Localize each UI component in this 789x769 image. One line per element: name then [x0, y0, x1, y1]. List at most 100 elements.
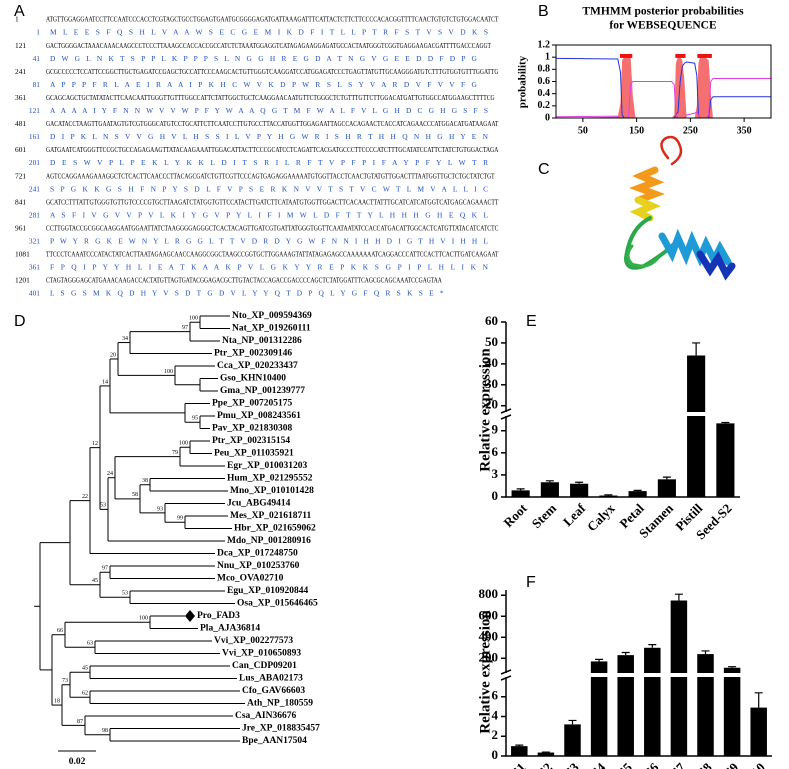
y-tick-label: 3: [492, 466, 499, 481]
bootstrap: 18: [54, 698, 60, 704]
nt-position: 601: [15, 145, 26, 154]
nt-sequence: GCAGCAGCTGCTATATACTTCAACAATTGGGTTGTTTGGC…: [46, 93, 495, 102]
plot-frame: [555, 44, 772, 119]
aa-position: 1: [36, 28, 40, 37]
bootstrap: 14: [102, 379, 108, 385]
x-tick-label: S1: [508, 760, 528, 769]
x-tick-label: Stamen: [636, 500, 677, 541]
bootstrap: 53: [122, 591, 128, 597]
x-tick-label: S2: [535, 760, 555, 769]
x-tick-label: Root: [500, 500, 530, 530]
error-bar: [516, 488, 525, 491]
leaf-label: Ppe_XP_007205175: [212, 399, 292, 409]
aa-sequence: A A A A I Y F N N W V V W P F Y W A A Q …: [50, 106, 488, 115]
error-bar: [633, 489, 642, 492]
bar: [657, 479, 676, 497]
leaf-label: Nta_NP_001312286: [222, 336, 302, 346]
error-bar: [662, 476, 671, 480]
bar: [570, 483, 589, 497]
leaf-label: Hbr_XP_021659062: [234, 524, 316, 534]
aa-position: 321: [29, 237, 40, 246]
leaf-label: Nnu_XP_010253760: [217, 561, 300, 571]
error-bar: [728, 666, 737, 668]
leaf-label: Jcu_ABG49414: [227, 499, 291, 509]
nt-position: 241: [15, 67, 26, 76]
leaf-label: Pav_XP_021830308: [212, 424, 292, 434]
error-bar: [648, 644, 657, 648]
aa-sequence: D W G L N K T S P P L K P P P S L N G G …: [50, 54, 478, 63]
nt-sequence: GATGAATCATGGGTTCCGCTGCCAGAGAAGTTATACAAGA…: [46, 145, 499, 154]
helix-marker: [619, 53, 633, 58]
y-tick-label: 20: [485, 397, 498, 412]
leaf-label: Gma_NP_001239777: [220, 386, 305, 396]
bar: [716, 423, 735, 497]
nt-position: 1081: [15, 250, 30, 259]
bar: [564, 724, 581, 756]
bootstrap: 97: [182, 325, 188, 331]
y-tick-label: 0.6: [538, 76, 551, 87]
bootstrap: 98: [102, 728, 108, 734]
x-tick-label: 350: [737, 125, 752, 136]
error-bar: [701, 650, 710, 655]
bar: [644, 647, 661, 756]
nt-sequence: GACATACCTAAGTTGAATAGTGTCGTGGGCATGTCCTGCA…: [46, 119, 499, 128]
bootstrap: 12: [92, 441, 98, 447]
aa-position: 241: [29, 184, 40, 193]
helix: [629, 196, 661, 222]
error-bar: [674, 593, 683, 601]
error-bar: [515, 744, 524, 747]
nt-sequence: GACTGGGGACTAAACAAACAAGCCCTCCCTTAAAGCCACC…: [46, 41, 491, 50]
nt-position: 1201: [15, 276, 30, 285]
aa-position: 41: [33, 54, 41, 63]
bootstrap: 66: [57, 628, 63, 634]
bootstrap: 22: [82, 494, 88, 500]
y-tick-label: 0.2: [538, 100, 551, 111]
leaf-label: Vvi_XP_010650893: [222, 649, 301, 659]
aa-position: 81: [33, 80, 41, 89]
x-tick-label: S4: [588, 759, 609, 769]
bar: [537, 752, 555, 756]
leaf-label: Egu_XP_010920844: [227, 586, 309, 596]
coil: [623, 216, 676, 270]
bootstrap: 97: [102, 566, 108, 572]
leaf-label: Pro_FAD3: [197, 611, 240, 621]
x-tick-label: 250: [683, 125, 698, 136]
nt-sequence: GCATCCTTTATTGTGGGTGTTGTCCCCGTGCTTAAGATCT…: [46, 197, 499, 206]
y-tick-label: 1.2: [538, 39, 551, 50]
y-tick-label: 9: [492, 422, 499, 437]
error-bar: [721, 421, 730, 424]
probability-area: [556, 57, 771, 118]
bar: [750, 707, 767, 756]
error-bar: [621, 651, 630, 656]
y-tick-label: 0: [492, 747, 499, 762]
protein-structure: [623, 135, 736, 281]
y-tick-label: 6: [492, 688, 499, 703]
axis-break-mark: [500, 408, 512, 420]
y-tick-label: 800: [479, 586, 499, 601]
y-tick-label: 0.4: [538, 88, 551, 99]
coil: [626, 244, 660, 268]
panel-label: B: [538, 3, 549, 20]
leaf-label: Ath_NP_180559: [247, 699, 313, 709]
leaf-label: Cfo_GAV66603: [242, 686, 305, 696]
scale-label: 0.02: [69, 757, 86, 767]
leaf-label: Gso_KHN10400: [220, 374, 286, 384]
aa-sequence: A S F I V G V V P V L K I Y G V P Y L I …: [50, 210, 488, 219]
leaf-label: Osa_XP_015646465: [237, 599, 318, 609]
panel-label: C: [538, 161, 550, 178]
leaf-label: Vvi_XP_002277573: [214, 636, 293, 646]
y-axis-label: probability: [517, 55, 529, 108]
y-tick-label: 600: [479, 607, 499, 622]
x-tick-label: Stem: [529, 501, 560, 532]
bootstrap: 58: [132, 492, 138, 498]
leaf-label: Lus_ABA02173: [239, 674, 303, 684]
y-tick-label: 0.8: [538, 64, 551, 75]
aa-position: 161: [29, 132, 40, 141]
coil: [660, 135, 683, 166]
bootstrap: 38: [142, 478, 148, 484]
y-tick-label: 2: [492, 727, 499, 742]
leaf-label: Mes_XP_021618711: [230, 511, 312, 521]
y-tick-label: 1: [545, 51, 550, 62]
leaf-label: Egr_XP_010031203: [227, 461, 307, 471]
